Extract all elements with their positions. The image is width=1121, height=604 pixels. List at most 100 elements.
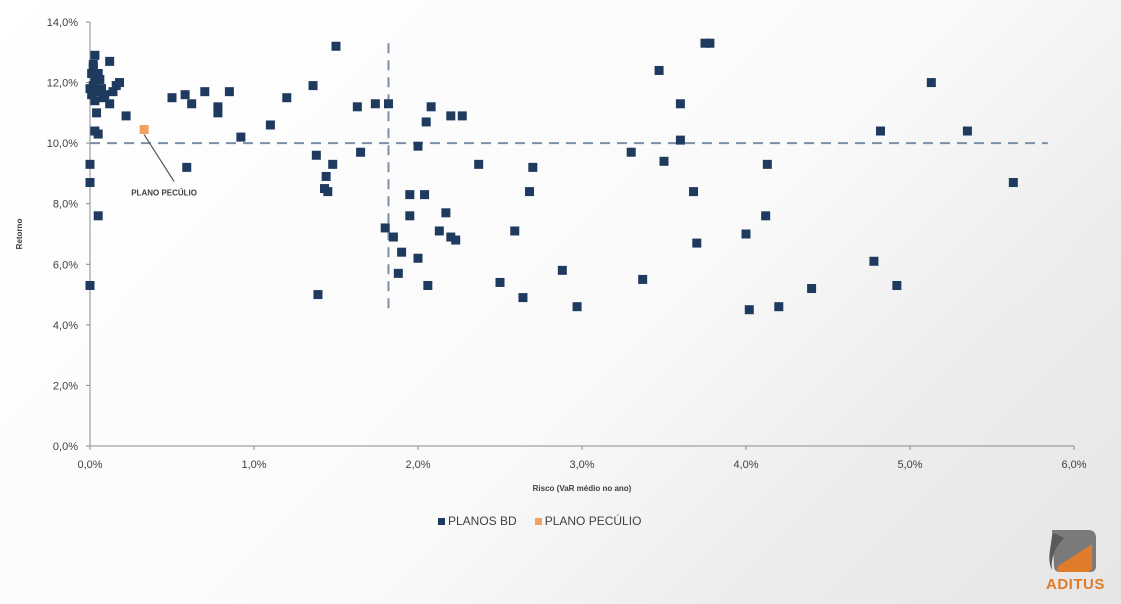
- legend: PLANOS BD PLANO PECÚLIO: [438, 514, 641, 528]
- data-point-planos-bd: [446, 232, 456, 242]
- data-point-planos-bd: [321, 171, 331, 181]
- data-point-planos-bd: [236, 132, 246, 142]
- data-point-planos-bd: [692, 238, 702, 248]
- data-point-planos-bd: [807, 284, 817, 294]
- x-tick-label: 2,0%: [405, 459, 430, 471]
- data-point-planos-bd: [331, 41, 341, 51]
- legend-swatch: [534, 517, 542, 525]
- annotation-label: PLANO PECÚLIO: [131, 189, 197, 198]
- data-point-planos-bd: [528, 162, 538, 172]
- data-point-planos-bd: [962, 126, 972, 136]
- brand-name: ADITUS: [1046, 576, 1105, 593]
- data-point-planos-bd: [1008, 178, 1018, 188]
- data-point-planos-bd: [744, 305, 754, 315]
- data-point-planos-bd: [265, 120, 275, 130]
- reference-lines: [90, 43, 1048, 313]
- legend-label: PLANOS BD: [448, 514, 517, 528]
- annotation: PLANO PECÚLIO: [131, 134, 197, 198]
- x-tick-label: 5,0%: [897, 459, 922, 471]
- data-point-planos-bd: [311, 150, 321, 160]
- data-point-planos-bd: [423, 280, 433, 290]
- data-point-planos-bd: [926, 78, 936, 88]
- data-point-planos-bd: [370, 99, 380, 109]
- data-point-planos-bd: [105, 99, 115, 109]
- data-point-planos-bd: [510, 226, 520, 236]
- data-point-planos-bd: [96, 84, 106, 94]
- data-point-planos-bd: [700, 38, 710, 48]
- data-point-planos-bd: [87, 90, 97, 100]
- x-tick-label: 0,0%: [77, 459, 102, 471]
- legend-item-plano-peculio: PLANO PECÚLIO: [534, 514, 642, 528]
- legend-swatch: [438, 517, 445, 525]
- data-point-planos-bd: [420, 190, 430, 200]
- y-tick-label: 14,0%: [47, 17, 78, 29]
- data-point-planos-bd: [774, 302, 784, 312]
- data-point-planos-bd: [92, 87, 102, 97]
- data-point-planos-bd: [180, 90, 190, 100]
- data-point-planos-bd: [200, 87, 210, 97]
- data-point-planos-bd: [689, 187, 699, 197]
- data-point-planos-bd: [474, 159, 484, 169]
- y-tick-label: 4,0%: [53, 320, 78, 332]
- data-point-planos-bd: [224, 87, 234, 97]
- data-point-planos-bd: [187, 99, 197, 109]
- data-point-planos-bd: [108, 87, 118, 97]
- data-point-planos-bd: [626, 147, 636, 157]
- data-points: [85, 38, 1018, 315]
- y-axis-title: Retorno: [15, 219, 24, 250]
- data-point-planos-bd: [88, 81, 98, 91]
- data-point-planos-bd: [383, 99, 393, 109]
- data-point-planos-bd: [393, 268, 403, 278]
- data-point-planos-bd: [875, 126, 885, 136]
- y-tick-label: 8,0%: [53, 199, 78, 211]
- data-point-planos-bd: [762, 159, 772, 169]
- data-point-planos-bd: [213, 108, 223, 118]
- data-point-planos-bd: [388, 232, 398, 242]
- data-point-planos-bd: [90, 50, 100, 60]
- data-point-planos-bd: [105, 56, 115, 66]
- y-tick-label: 6,0%: [53, 259, 78, 271]
- data-point-planos-bd: [557, 265, 567, 275]
- y-tick-label: 0,0%: [53, 441, 78, 453]
- data-point-planos-bd: [328, 159, 338, 169]
- axes: 0,0% 2,0% 4,0% 6,0% 8,0% 10,0% 12,0% 14,0% 0,0% 1…: [47, 17, 1087, 471]
- x-tick-label: 6,0%: [1061, 459, 1086, 471]
- data-point-planos-bd: [446, 111, 456, 121]
- y-tick-label: 10,0%: [47, 138, 78, 150]
- data-point-planos-bd: [413, 141, 423, 151]
- data-point-planos-bd: [87, 68, 97, 78]
- data-point-planos-bd: [495, 277, 505, 287]
- x-tick-label: 1,0%: [241, 459, 266, 471]
- data-point-planos-bd: [115, 78, 125, 88]
- legend-label: PLANO PECÚLIO: [544, 514, 642, 528]
- data-point-planos-bd: [167, 93, 177, 103]
- x-tick-label: 4,0%: [733, 459, 758, 471]
- data-point-planos-bd: [518, 293, 528, 303]
- data-point-planos-bd: [182, 162, 192, 172]
- data-point-planos-bd: [88, 62, 98, 72]
- data-point-planos-bd: [413, 253, 423, 263]
- data-point-planos-bd: [421, 117, 431, 127]
- data-point-planos-bd: [352, 102, 362, 112]
- aditus-logo-icon: [1049, 530, 1096, 572]
- annotation-leader-line: [143, 134, 175, 182]
- data-point-planos-bd: [282, 93, 292, 103]
- data-point-planos-bd: [638, 274, 648, 284]
- data-point-planos-bd: [441, 208, 451, 218]
- data-point-planos-bd: [405, 211, 415, 221]
- data-point-planos-bd: [90, 96, 100, 106]
- data-point-planos-bd: [869, 256, 879, 266]
- data-point-planos-bd: [323, 187, 333, 197]
- data-point-planos-bd: [93, 211, 103, 221]
- data-point-planos-bd: [100, 90, 110, 100]
- data-point-planos-bd: [451, 235, 461, 245]
- data-point-planos-bd: [892, 280, 902, 290]
- data-point-planos-bd: [92, 108, 102, 118]
- data-point-planos-bd: [659, 156, 669, 166]
- data-point-planos-bd: [90, 126, 100, 136]
- data-point-planos-bd: [675, 135, 685, 145]
- axis-titles: Risco (VaR médio no ano) Retorno: [15, 219, 632, 493]
- y-tick-label: 2,0%: [53, 380, 78, 392]
